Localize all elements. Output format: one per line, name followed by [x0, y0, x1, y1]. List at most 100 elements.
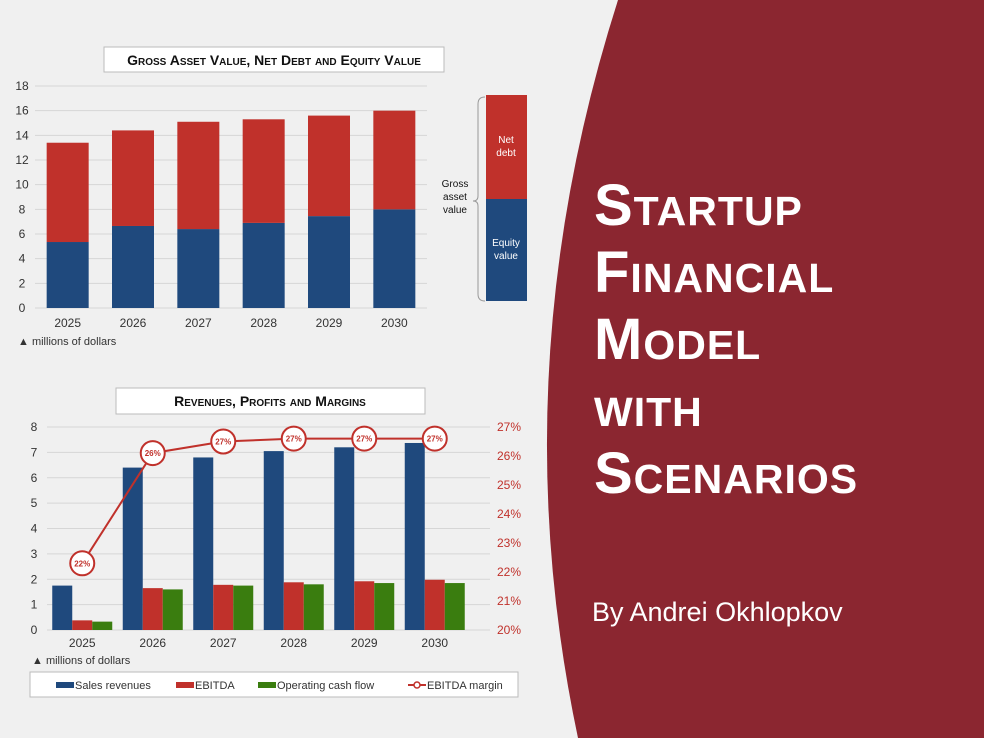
y-tick-label: 8 [31, 420, 38, 434]
y2-tick-label: 24% [497, 507, 521, 521]
y-tick-label: 0 [19, 301, 26, 315]
ebitda-margin-marker [139, 440, 166, 467]
x-tick-label: 2028 [250, 316, 277, 330]
x-tick-label: 2030 [421, 636, 448, 650]
bar-sales-revenues [334, 447, 355, 630]
gross-asset-chart: Gross Asset Value, Net Debt and Equity V… [15, 46, 527, 348]
bar-equity-value [46, 242, 89, 308]
y-tick-label: 12 [15, 153, 29, 167]
y-tick-label: 18 [15, 79, 29, 93]
y2-tick-label: 25% [497, 478, 521, 492]
chart-title: Gross Asset Value, Net Debt and Equity V… [127, 52, 421, 68]
y-tick-label: 0 [31, 623, 38, 637]
legend-label: Sales revenues [75, 680, 151, 692]
bar-net-debt [242, 119, 285, 223]
x-tick-label: 2027 [185, 316, 212, 330]
chart-title: Revenues, Profits and Margins [174, 393, 366, 409]
bar-equity-value [242, 222, 285, 308]
ebitda-margin-label: 27% [215, 438, 231, 447]
title-line: with [594, 374, 703, 439]
title-line: Model [594, 307, 762, 372]
y-tick-label: 7 [31, 445, 38, 459]
bar-ebitda [283, 582, 304, 630]
legend-word: value [443, 205, 467, 216]
legend-word: Gross [442, 179, 469, 190]
y2-tick-label: 20% [497, 623, 521, 637]
legend-bracket-label: Gross asset value [442, 179, 469, 216]
x-tick-label: 2025 [54, 316, 81, 330]
author-byline: By Andrei Okhlopkov [592, 597, 843, 627]
bar-operating-cash-flow [374, 583, 395, 630]
x-tick-label: 2029 [316, 316, 343, 330]
y-tick-label: 3 [31, 547, 38, 561]
bar-net-debt [177, 121, 220, 230]
bar-sales-revenues [404, 442, 425, 630]
bar-operating-cash-flow [92, 621, 113, 630]
bar-sales-revenues [193, 457, 214, 630]
legend-equity-label: Equity value [492, 238, 520, 262]
y2-tick-label: 23% [497, 536, 521, 550]
red-title-panel [546, 0, 984, 738]
y2-tick-label: 21% [497, 594, 521, 608]
legend-swatch [176, 682, 194, 688]
bar-equity-value [112, 225, 154, 308]
bar-operating-cash-flow [303, 584, 324, 630]
legend-word: asset [443, 192, 467, 203]
legend-word: Net [498, 135, 514, 146]
ebitda-margin-label: 27% [286, 435, 302, 444]
bar-operating-cash-flow [233, 585, 254, 630]
ebitda-margin-marker [210, 428, 237, 455]
bar-equity-value [373, 209, 416, 308]
legend-marker-swatch [413, 681, 421, 689]
legend-swatch [258, 682, 276, 688]
y-tick-label: 6 [19, 227, 26, 241]
bar-ebitda [213, 584, 234, 630]
chart-title-box [103, 46, 445, 73]
bar-ebitda [142, 588, 163, 630]
title-line: Scenarios [594, 441, 859, 506]
ebitda-margin-marker [69, 550, 96, 577]
y-tick-label: 16 [15, 104, 29, 118]
slide-title: Startup Financial Model with Scenarios [594, 172, 858, 507]
y2-tick-label: 26% [497, 449, 521, 463]
x-tick-label: 2030 [381, 316, 408, 330]
bar-equity-value [177, 229, 220, 308]
legend-word: value [494, 251, 518, 262]
ebitda-margin-label: 27% [356, 435, 372, 444]
y-tick-label: 8 [19, 202, 26, 216]
ebitda-margin-marker [421, 425, 448, 452]
legend-label: EBITDA [195, 680, 235, 692]
y-tick-label: 6 [31, 471, 38, 485]
x-tick-label: 2025 [69, 636, 96, 650]
y-tick-label: 5 [31, 496, 38, 510]
x-tick-label: 2029 [351, 636, 378, 650]
legend-net-debt-label: Net debt [496, 135, 516, 159]
y-tick-label: 4 [19, 252, 26, 266]
legend-brace [472, 96, 486, 302]
bar-net-debt [308, 115, 350, 217]
legend-equity-block [486, 199, 527, 301]
revenues-chart: Revenues, Profits and Margins 0 1 2 3 4 5 6 7 8 20… [29, 387, 521, 698]
y-tick-label: 2 [19, 276, 26, 290]
y2-tick-label: 22% [497, 565, 521, 579]
bar-net-debt [373, 110, 416, 210]
bar-sales-revenues [52, 585, 73, 630]
bar-ebitda [424, 579, 445, 630]
legend-word: debt [496, 148, 516, 159]
legend-label: Operating cash flow [277, 680, 374, 692]
bar-net-debt [112, 130, 154, 226]
bar-net-debt [46, 142, 89, 243]
x-tick-label: 2026 [139, 636, 166, 650]
y-tick-label: 4 [31, 522, 38, 536]
bar-sales-revenues [263, 451, 284, 630]
x-tick-label: 2028 [280, 636, 307, 650]
ebitda-margin-marker [351, 425, 378, 452]
bar-ebitda [72, 620, 93, 630]
y-tick-label: 2 [31, 572, 38, 586]
bar-sales-revenues [122, 467, 143, 630]
y-tick-label: 1 [31, 598, 38, 612]
y-tick-label: 14 [15, 128, 29, 142]
unit-note: ▲ millions of dollars [18, 336, 117, 348]
ebitda-margin-label: 22% [74, 559, 90, 568]
x-tick-label: 2026 [120, 316, 147, 330]
